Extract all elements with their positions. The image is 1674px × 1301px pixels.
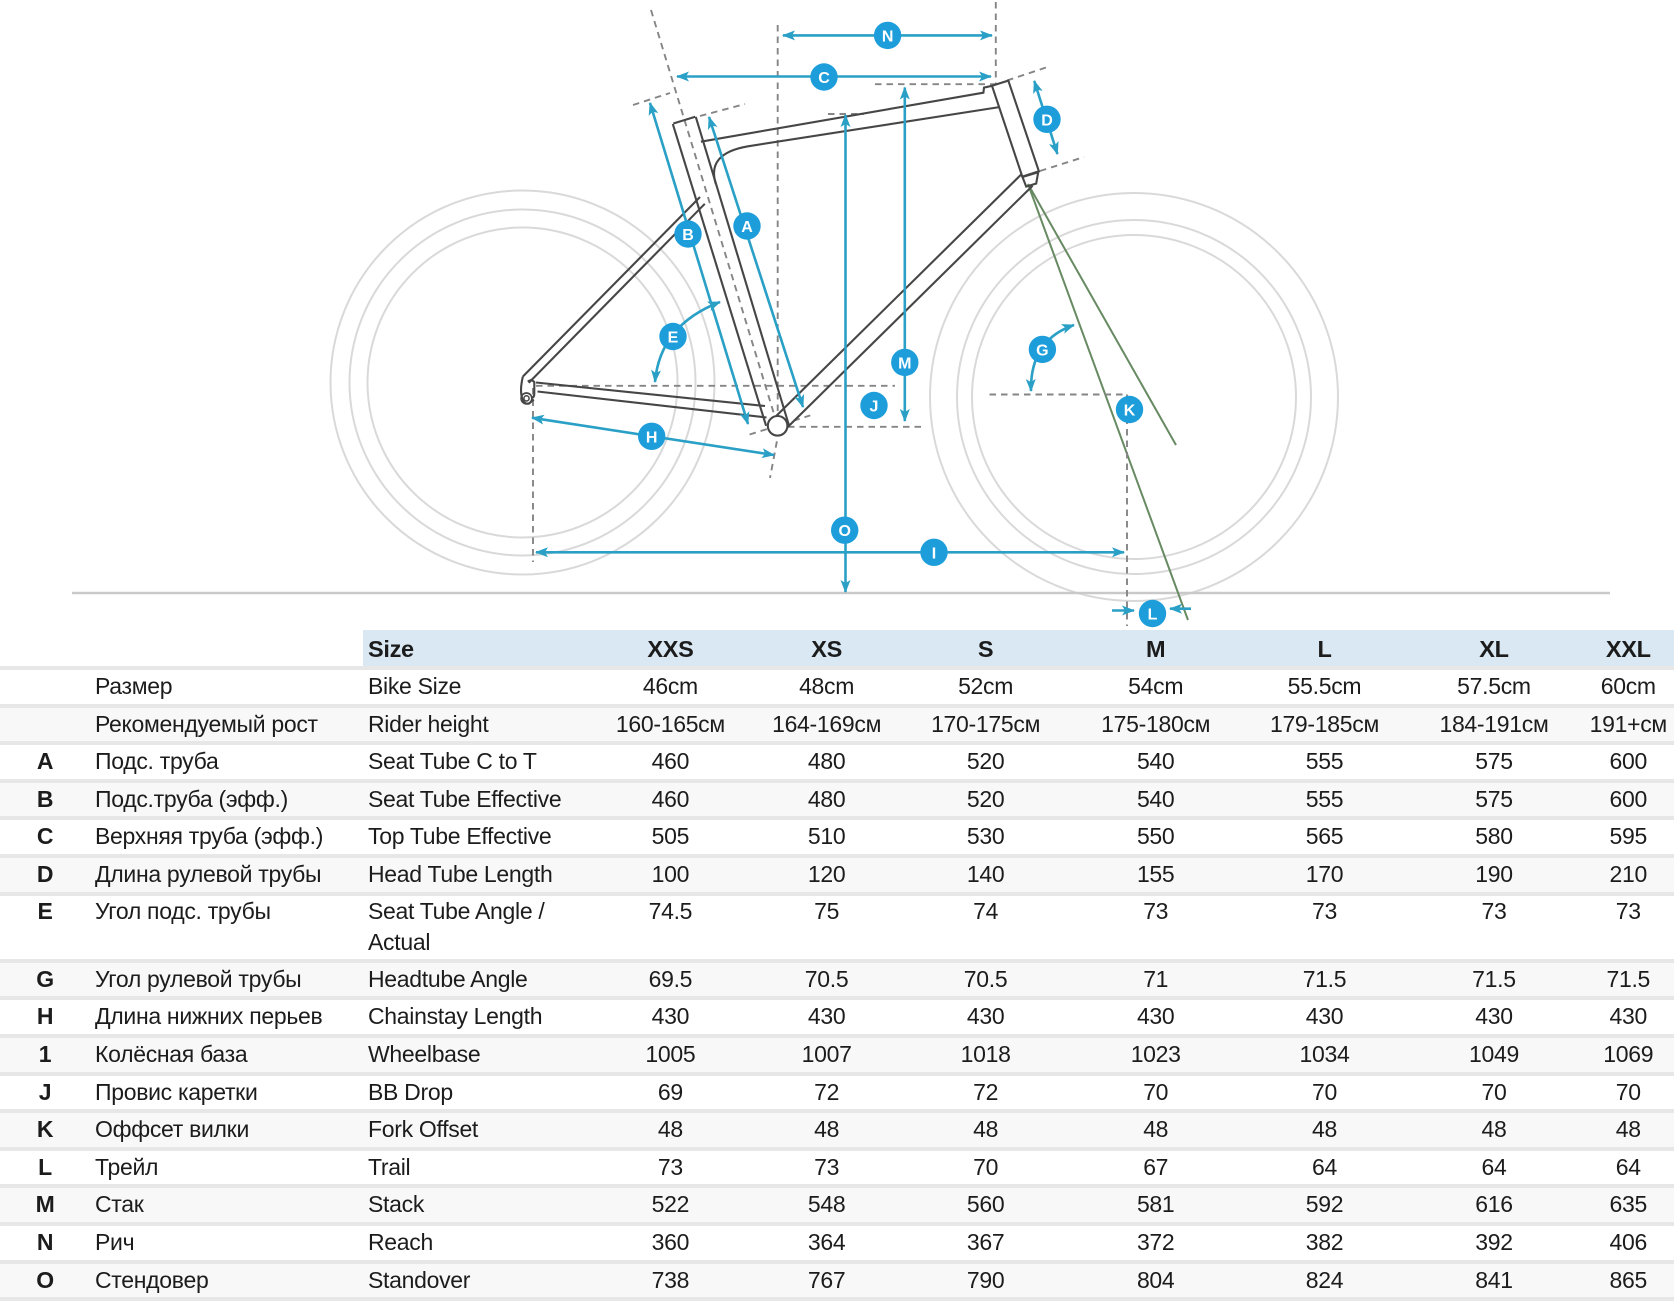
svg-text:I: I [932, 545, 936, 562]
svg-text:H: H [646, 429, 658, 446]
svg-text:A: A [741, 219, 753, 236]
svg-text:J: J [870, 399, 879, 416]
svg-text:B: B [682, 227, 694, 244]
svg-text:E: E [668, 330, 679, 347]
svg-text:G: G [1036, 342, 1048, 359]
svg-text:N: N [882, 28, 894, 45]
svg-text:K: K [1124, 403, 1136, 420]
svg-text:M: M [898, 355, 911, 372]
svg-text:C: C [818, 70, 830, 87]
svg-text:O: O [838, 523, 850, 540]
svg-text:D: D [1041, 112, 1053, 129]
svg-text:L: L [1148, 607, 1158, 624]
